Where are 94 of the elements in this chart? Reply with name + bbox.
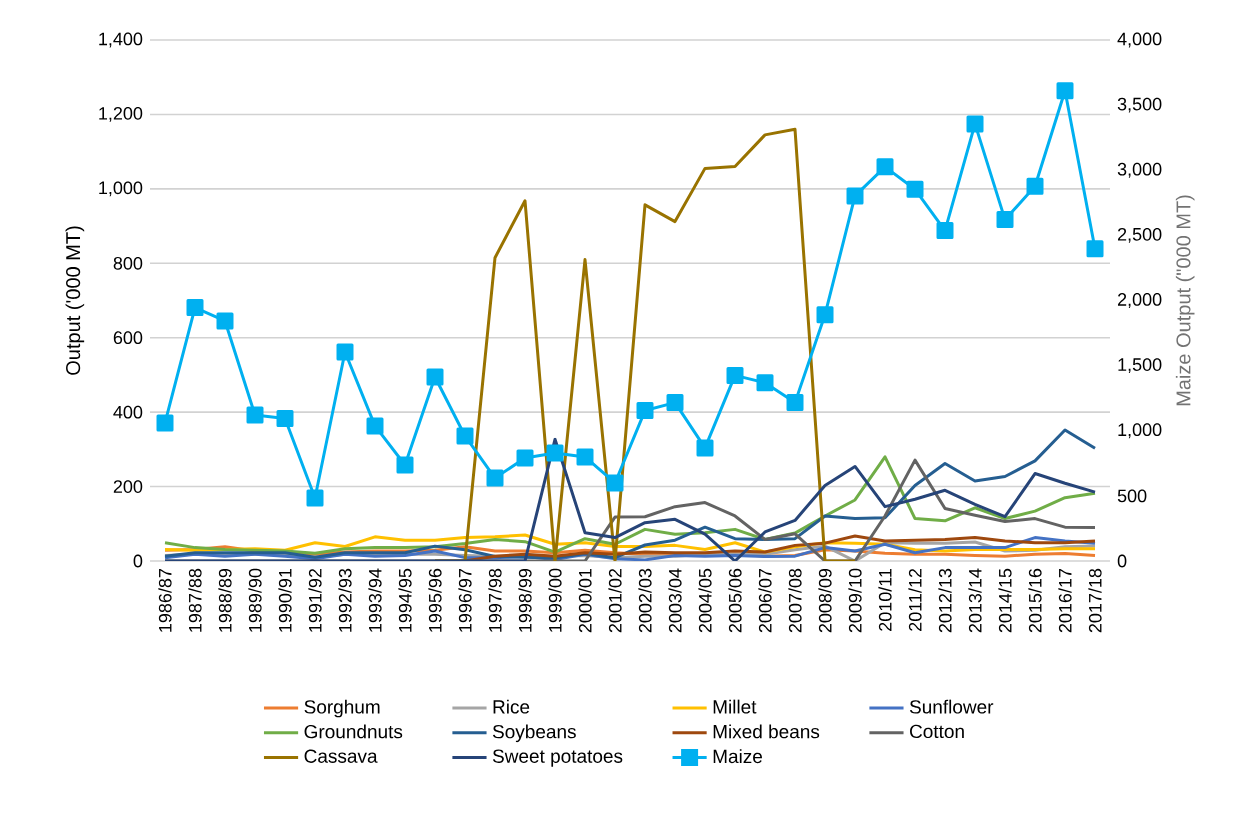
y-tick-label: 400 [113, 405, 143, 419]
point [726, 366, 744, 384]
y-tick-label: 0 [133, 554, 143, 568]
x-tick-label: 1992/93 [338, 568, 352, 632]
x-tick-label: 2017/18 [1088, 568, 1102, 633]
point [156, 414, 174, 432]
legend-label: Cotton [910, 724, 964, 739]
point [486, 469, 504, 487]
legend-label: Sunflower [909, 699, 994, 714]
x-tick-label: 2007/08 [788, 568, 802, 633]
point [516, 449, 534, 467]
point [1086, 240, 1104, 258]
x-tick-label: 2002/03 [638, 568, 652, 633]
y-tick-label: 800 [113, 256, 143, 270]
y2-tick-label: 2,500 [1117, 227, 1162, 243]
x-tick-label: 2004/05 [698, 568, 712, 633]
x-tick-label: 2016/17 [1058, 568, 1072, 633]
x-tick-label: 1989/90 [248, 568, 262, 632]
point [786, 394, 804, 412]
y-tick-label: 1,000 [99, 181, 143, 197]
x-tick-label: 1993/94 [368, 568, 382, 632]
point [636, 402, 654, 420]
point [396, 456, 414, 474]
x-tick-label: 2000/01 [578, 568, 592, 633]
y2-tick-label: 4,000 [1117, 32, 1162, 48]
x-tick-label: 1990/91 [278, 568, 292, 632]
point [666, 394, 684, 412]
y2-tick-label: 3,500 [1117, 97, 1162, 113]
y2-tick-label: 3,000 [1117, 162, 1162, 178]
x-tick-label: 2009/10 [848, 568, 862, 633]
point [696, 439, 714, 457]
point [996, 211, 1014, 229]
point [846, 187, 864, 205]
y2-tick-label: 2,000 [1117, 293, 1162, 308]
y-tick-label: 1,400 [99, 32, 143, 48]
x-tick-label: 1994/95 [398, 568, 412, 632]
y-tick-label: 1,200 [99, 106, 143, 122]
point [906, 180, 924, 198]
legend-label: Millet [713, 699, 757, 714]
x-tick-label: 1998/99 [518, 568, 532, 632]
x-tick-label: 1995/96 [428, 568, 442, 632]
point [1056, 82, 1074, 100]
legend-label: Soybeans [492, 724, 576, 743]
legend-label: Maize [713, 749, 762, 764]
point [576, 448, 594, 466]
x-tick-label: 2003/04 [668, 568, 682, 633]
point [816, 306, 834, 324]
x-tick-label: 2012/13 [938, 568, 952, 633]
point [366, 417, 384, 435]
y2-tick-label: 1,000 [1118, 423, 1162, 439]
x-tick-label: 2014/15 [998, 568, 1012, 633]
y2-tick-label: 1,500 [1118, 358, 1162, 374]
point [186, 299, 204, 317]
point [276, 410, 294, 428]
x-tick-label: 2015/16 [1028, 568, 1042, 633]
point [936, 222, 954, 240]
x-tick-label: 1987/88 [188, 568, 202, 632]
y2-axis-title: Maize Output ("000 MT) [1175, 195, 1195, 406]
point [426, 368, 444, 386]
point [246, 406, 264, 424]
point [1026, 177, 1044, 195]
point [756, 374, 774, 392]
legend-label: Groundnuts [304, 724, 403, 739]
point [216, 312, 234, 330]
point [966, 115, 984, 133]
legend-label: Sorghum [304, 699, 380, 718]
y-tick-label: 200 [113, 480, 143, 493]
x-tick-label: 2010/11 [878, 568, 892, 631]
y-tick-label: 600 [113, 331, 143, 345]
x-tick-label: 2005/06 [728, 568, 742, 633]
legend-label: Mixed beans [713, 724, 820, 739]
x-tick-label: 2008/09 [818, 568, 832, 633]
y-axis-title: Output ('000 MT) [65, 226, 85, 375]
x-tick-label: 2006/07 [758, 568, 772, 633]
point [606, 474, 624, 492]
y2-tick-label: 500 [1117, 489, 1147, 503]
x-tick-label: 1986/87 [158, 568, 172, 632]
x-tick-label: 1988/89 [218, 568, 232, 632]
x-tick-label: 1996/97 [458, 568, 472, 632]
y2-tick-label: 0 [1117, 554, 1127, 568]
point [336, 343, 354, 361]
x-tick-label: 1997/98 [488, 568, 502, 632]
x-tick-label: 2013/14 [968, 568, 982, 633]
legend-label: Rice [493, 699, 530, 714]
x-tick-label: 1991/92 [308, 568, 322, 632]
legend-label: Sweet potatoes [492, 749, 623, 767]
point [876, 158, 894, 176]
x-tick-label: 1999/00 [548, 568, 562, 632]
point [306, 489, 324, 507]
point [546, 444, 564, 462]
x-tick-label: 2011/12 [908, 568, 922, 631]
point [456, 427, 474, 445]
x-tick-label: 2001/02 [608, 568, 622, 633]
legend-label: Cassava [304, 749, 378, 763]
